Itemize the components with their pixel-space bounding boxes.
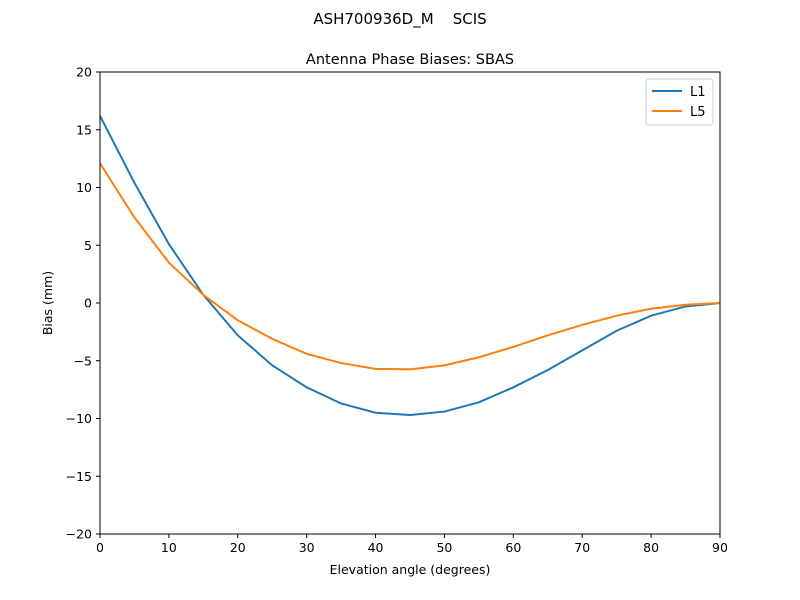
y-tick-label: −5 [74,353,92,368]
x-tick-label: 30 [299,540,315,555]
y-tick-label: 15 [76,122,92,137]
suptitle: ASH700936D_M SCIS [313,10,486,29]
chart-title: Antenna Phase Biases: SBAS [306,52,514,68]
x-tick-label: 90 [712,540,728,555]
x-tick-label: 60 [505,540,521,555]
x-axis-label: Elevation angle (degrees) [330,562,491,577]
x-tick-label: 40 [368,540,384,555]
y-tick-label: −10 [66,411,92,426]
y-tick-label: 5 [84,238,92,253]
series-line-l5 [99,162,721,371]
legend: L1 L5 [645,78,714,126]
x-tick-label: 50 [436,540,452,555]
x-tick-label: 0 [96,540,104,555]
y-tick-label: 0 [84,296,92,311]
legend-label-l1: L1 [690,85,706,100]
x-tick-label: 70 [574,540,590,555]
plot-frame [99,71,721,535]
y-tick-label: −20 [66,527,92,542]
y-axis-label: Bias (mm) [40,271,55,335]
x-tick-label: 20 [230,540,246,555]
legend-label-l5: L5 [690,105,706,120]
x-tick-label: 80 [643,540,659,555]
y-tick-label: 20 [76,65,92,80]
y-tick-label: 10 [76,180,92,195]
y-tick-label: −15 [66,469,92,484]
x-tick-label: 10 [161,540,177,555]
